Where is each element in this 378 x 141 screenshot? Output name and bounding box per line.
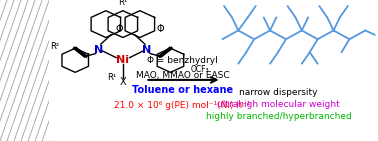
Text: ultrahigh molecular weight: ultrahigh molecular weight [217,100,340,109]
Text: Φ = benzhydryl: Φ = benzhydryl [147,56,218,65]
Text: Toluene or hexane: Toluene or hexane [132,85,233,95]
Text: narrow dispersity: narrow dispersity [239,88,318,97]
Text: N: N [142,45,151,55]
Text: Ni: Ni [116,55,129,65]
Text: N: N [94,45,104,55]
Text: R²: R² [50,42,59,51]
Text: R¹: R¹ [118,0,127,7]
Text: OCF₃: OCF₃ [191,65,209,74]
Text: 21.0 × 10⁶ g(PE) mol⁻¹(Ni) h⁻¹: 21.0 × 10⁶ g(PE) mol⁻¹(Ni) h⁻¹ [114,101,251,110]
Text: Φ: Φ [116,25,123,34]
Text: highly branched/hyperbranched: highly branched/hyperbranched [206,112,352,121]
Text: R¹: R¹ [107,73,116,82]
Text: MAO, MMAO or EASC: MAO, MMAO or EASC [136,71,229,80]
Text: Φ: Φ [156,25,164,34]
Text: X: X [119,77,126,87]
